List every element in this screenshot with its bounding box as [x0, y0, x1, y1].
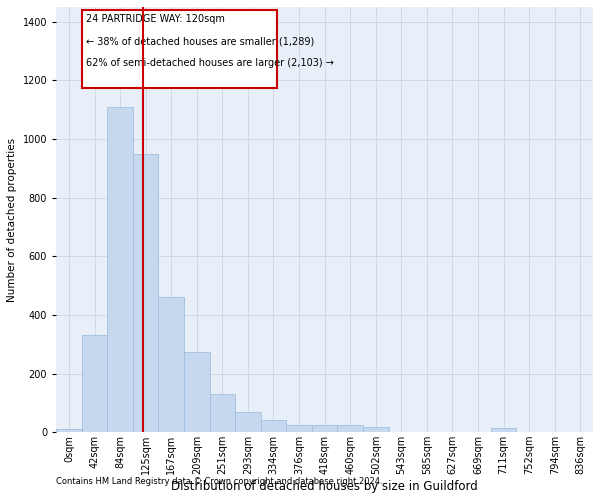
- Bar: [337, 425, 363, 432]
- Bar: [312, 425, 337, 432]
- Text: 24 PARTRIDGE WAY: 120sqm: 24 PARTRIDGE WAY: 120sqm: [86, 14, 225, 24]
- Bar: [286, 425, 312, 432]
- Bar: [260, 420, 286, 432]
- Y-axis label: Number of detached properties: Number of detached properties: [7, 138, 17, 302]
- Text: 62% of semi-detached houses are larger (2,103) →: 62% of semi-detached houses are larger (…: [86, 58, 334, 68]
- Bar: [491, 428, 517, 432]
- Bar: [235, 412, 260, 432]
- Bar: [158, 298, 184, 432]
- Bar: [82, 336, 107, 432]
- Bar: [184, 352, 209, 432]
- Bar: [82, 10, 277, 88]
- Bar: [363, 427, 389, 432]
- Bar: [209, 394, 235, 432]
- Text: Contains HM Land Registry data © Crown copyright and database right 2024.: Contains HM Land Registry data © Crown c…: [56, 477, 383, 486]
- Text: ← 38% of detached houses are smaller (1,289): ← 38% of detached houses are smaller (1,…: [86, 36, 314, 46]
- Bar: [56, 430, 82, 432]
- Bar: [107, 106, 133, 432]
- X-axis label: Distribution of detached houses by size in Guildford: Distribution of detached houses by size …: [171, 480, 478, 493]
- Bar: [133, 154, 158, 432]
